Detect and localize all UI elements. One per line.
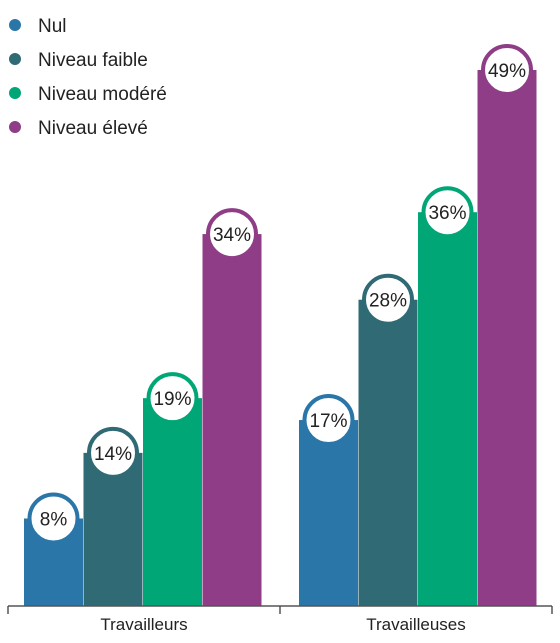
x-axis: Travailleurs Travailleuses [7, 605, 553, 634]
bar-travailleuses-niveau-modere [418, 212, 477, 606]
bar-travailleuses-niveau-eleve-value-label: 49% [488, 61, 526, 82]
bar-travailleuses-niveau-faible-value-label: 28% [369, 291, 407, 312]
bar-travailleuses-niveau-modere-value-label: 36% [428, 203, 466, 224]
category-label-travailleuses: Travailleuses [366, 615, 466, 634]
bar-travailleuses-nul [299, 420, 358, 606]
bar-travailleurs-niveau-eleve-value-label: 34% [213, 225, 251, 246]
bar-travailleurs-niveau-eleve [202, 234, 262, 606]
legend-label-niveau-faible: Niveau faible [38, 50, 148, 71]
legend-marker-niveau-eleve [9, 121, 21, 133]
legend-marker-niveau-faible [9, 53, 21, 65]
bar-travailleurs-niveau-faible-value-badge [87, 426, 139, 479]
bar-travailleuses-niveau-modere-value-badge [421, 186, 474, 239]
bar-travailleurs-niveau-modere-value-badge [146, 372, 199, 425]
bar-travailleurs-niveau-faible-value-label: 14% [94, 444, 132, 465]
bar-travailleurs-nul-value-label: 8% [40, 509, 68, 530]
bar-travailleurs-niveau-modere-value-label: 19% [153, 389, 191, 410]
bar-travailleuses-niveau-eleve [477, 70, 537, 606]
legend-label-niveau-modere: Niveau modéré [38, 84, 167, 105]
bars: 8% 14% 19% 34% 17% 28% 36% 49% [24, 44, 537, 606]
bar-travailleuses-nul-value-label: 17% [309, 411, 347, 432]
bar-travailleuses-niveau-faible-value-badge [362, 273, 414, 326]
legend-marker-nul [9, 19, 21, 31]
bar-travailleuses-nul-value-badge [302, 394, 355, 447]
bar-travailleuses-niveau-faible [358, 299, 418, 606]
bar-travailleurs-niveau-modere [143, 398, 202, 606]
legend: Nul Niveau faible Niveau modéré Niveau élev… [9, 16, 167, 139]
category-label-travailleurs: Travailleurs [100, 615, 187, 634]
bar-travailleurs-niveau-eleve-value-badge [206, 208, 258, 261]
bar-travailleuses-niveau-eleve-value-badge [481, 44, 533, 96]
bar-travailleurs-nul-value-badge [27, 492, 80, 545]
legend-label-niveau-eleve: Niveau élevé [38, 118, 148, 139]
legend-marker-niveau-modere [9, 87, 21, 99]
legend-label-nul: Nul [38, 16, 67, 37]
